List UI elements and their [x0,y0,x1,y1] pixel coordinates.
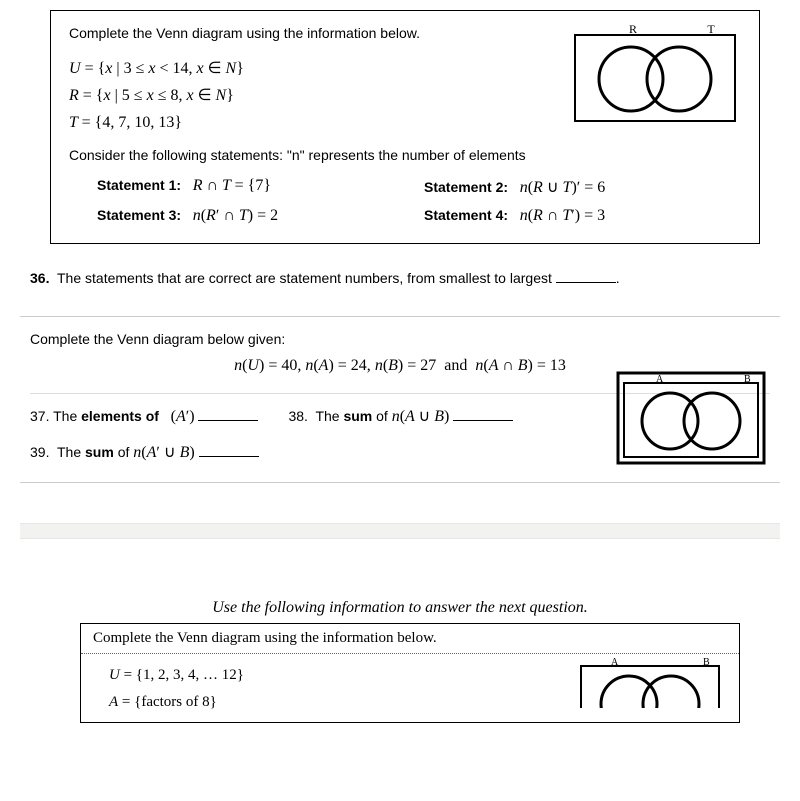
statement-1-label: Statement 1: [97,177,181,193]
statement-3-label: Statement 3: [97,207,181,223]
q37-blank[interactable] [198,406,258,421]
venn-ab2-label-b: B [703,657,710,668]
box3-body: U = {1, 2, 3, 4, … 12} A = {factors of 8… [81,654,739,722]
statement-1: Statement 1: R ∩ T = {7} [97,177,414,197]
venn-problem-box-3: Complete the Venn diagram using the info… [80,623,740,723]
sec2-title: Complete the Venn diagram below given: [30,331,770,347]
sec3-lead: Use the following information to answer … [20,599,780,617]
question-36: 36. The statements that are correct are … [30,268,780,286]
q38-number: 38. [288,408,307,424]
venn-ab-label-a: A [656,374,664,385]
venn-ab2-label-a: A [611,657,619,668]
q36-blank[interactable] [556,268,616,283]
box3-head: Complete the Venn diagram using the info… [81,624,739,654]
statement-4-label: Statement 4: [424,207,508,223]
venn-label-r: R [629,25,637,36]
box1-statements-grid: Statement 1: R ∩ T = {7} Statement 2: n(… [97,177,741,225]
statement-2: Statement 2: n(R ∪ T)ʹ = 6 [424,177,741,197]
q36-number: 36. [30,270,49,286]
statement-2-label: Statement 2: [424,179,508,195]
statement-4: Statement 4: n(R ∩ Tʹ) = 3 [424,207,741,225]
box1-consider-text: Consider the following statements: "n" r… [69,147,741,163]
q37-number: 37. [30,408,49,424]
venn-label-t: T [707,25,715,36]
venn-ab-label-b: B [744,374,751,385]
venn-problem-section-2: Complete the Venn diagram below given: n… [20,316,780,483]
section-divider-bar [20,523,780,539]
venn-diagram-rt: R T [571,25,741,125]
q38-blank[interactable] [453,406,513,421]
q36-text: The statements that are correct are stat… [57,270,552,286]
question-37: 37. The elements of (Aʹ) [30,406,258,426]
q39-blank[interactable] [199,442,259,457]
statement-3: Statement 3: n(Rʹ ∩ T) = 2 [97,207,414,225]
venn-diagram-ab: A B [616,371,766,465]
question-38: 38. The sum of n(A ∪ B) [288,406,513,426]
q39-number: 39. [30,444,49,460]
venn-problem-box-1: Complete the Venn diagram using the info… [50,10,760,244]
venn-diagram-ab-2: A B [575,656,725,708]
